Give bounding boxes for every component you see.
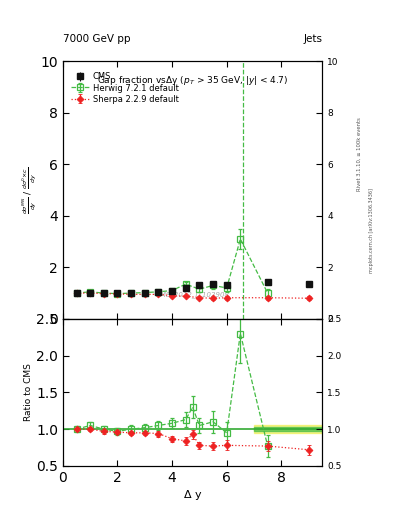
Y-axis label: Ratio to CMS: Ratio to CMS (24, 364, 33, 421)
Bar (254, 425, 322, 433)
X-axis label: $\Delta$ y: $\Delta$ y (183, 487, 202, 502)
Text: 7000 GeV pp: 7000 GeV pp (63, 33, 130, 44)
Legend: CMS, Herwig 7.2.1 default, Sherpa 2.2.9 default: CMS, Herwig 7.2.1 default, Sherpa 2.2.9 … (70, 71, 180, 105)
Text: CMS_2012_I1102908: CMS_2012_I1102908 (156, 291, 230, 298)
Bar (254, 428, 322, 431)
Text: Jets: Jets (303, 33, 322, 44)
Text: mcplots.cern.ch [arXiv:1306.3436]: mcplots.cern.ch [arXiv:1306.3436] (369, 188, 374, 273)
Y-axis label: $\frac{d\sigma^{MN}}{dy}$ / $\frac{d\sigma^{0}{\times}c}{dy}$: $\frac{d\sigma^{MN}}{dy}$ / $\frac{d\sig… (21, 166, 39, 214)
Text: Rivet 3.1.10, ≥ 100k events: Rivet 3.1.10, ≥ 100k events (357, 117, 362, 190)
Text: Gap fraction vs$\Delta$y ($p_T$ > 35 GeV, $|y|$ < 4.7): Gap fraction vs$\Delta$y ($p_T$ > 35 GeV… (97, 74, 288, 88)
